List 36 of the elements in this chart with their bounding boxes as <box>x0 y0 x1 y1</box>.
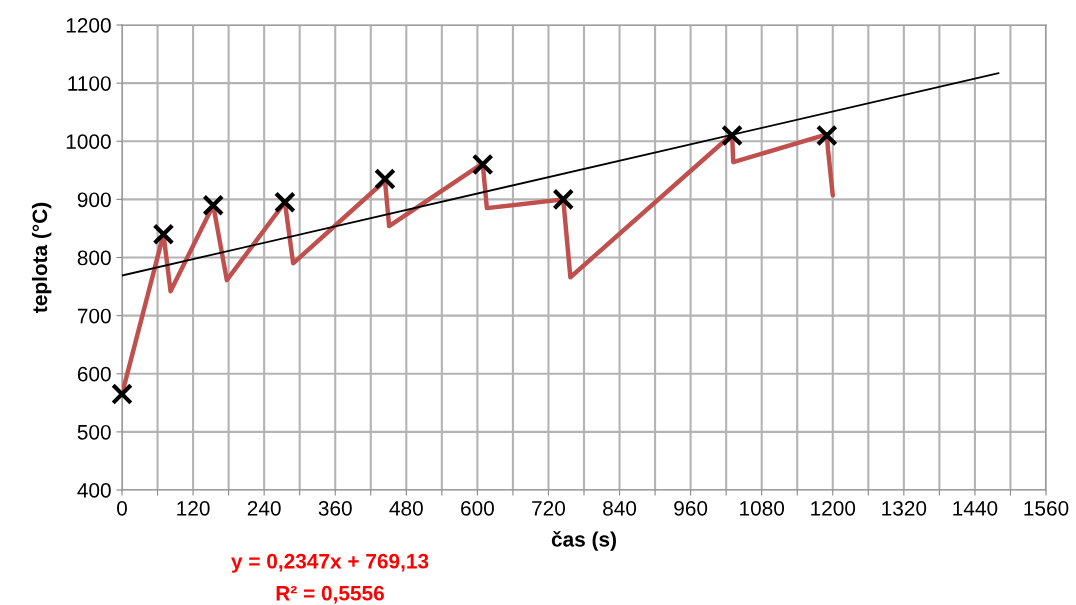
x-tick-label: 0 <box>117 500 127 516</box>
y-tick-label: 400 <box>77 483 111 498</box>
x-tick-label: 1440 <box>953 500 998 516</box>
point <box>721 124 743 147</box>
point <box>111 383 133 405</box>
x-tick-label: 360 <box>318 500 352 516</box>
y-tick-label: 1200 <box>66 18 111 33</box>
point <box>471 153 494 176</box>
y-tick-label: 700 <box>77 308 111 324</box>
text: y = 0,2347x + 769,13 <box>231 553 429 573</box>
point <box>815 124 838 147</box>
x-tick-label: 240 <box>247 500 281 516</box>
x-tick-label: 600 <box>461 500 494 516</box>
point <box>374 168 396 190</box>
x-tick-label: 1200 <box>811 500 856 516</box>
y-tick-label: 900 <box>77 192 111 208</box>
y-tick-label: 1100 <box>68 76 111 91</box>
x-tick-label: 1320 <box>882 500 927 516</box>
x-tick-label: 960 <box>674 500 708 516</box>
x-axis-title: čas (s) <box>551 530 616 551</box>
point <box>152 223 175 246</box>
x-tick-label: 840 <box>603 500 637 516</box>
point <box>274 191 296 214</box>
y-tick-label: 1000 <box>66 134 111 149</box>
y-tick-label: 500 <box>77 424 111 440</box>
point <box>552 188 575 211</box>
x-tick-label: 120 <box>177 500 210 516</box>
y-tick-label: 800 <box>77 250 111 266</box>
x-tick-label: 1560 <box>1024 500 1069 516</box>
y-axis-title: teplota (°C) <box>31 202 52 313</box>
x-tick-label: 720 <box>532 500 566 516</box>
x-tick-label: 1080 <box>740 500 785 516</box>
x-tick-label: 480 <box>389 500 423 516</box>
point <box>202 194 225 217</box>
text: R² = 0,5556 <box>276 585 384 604</box>
y-tick-label: 600 <box>77 366 111 382</box>
